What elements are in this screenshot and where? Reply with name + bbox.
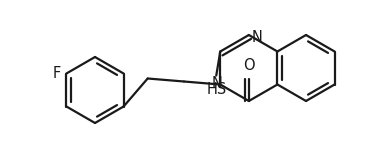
Text: O: O (243, 58, 255, 73)
Text: F: F (52, 66, 60, 81)
Text: N: N (212, 76, 223, 91)
Text: N: N (252, 31, 263, 46)
Text: HS: HS (206, 82, 226, 97)
